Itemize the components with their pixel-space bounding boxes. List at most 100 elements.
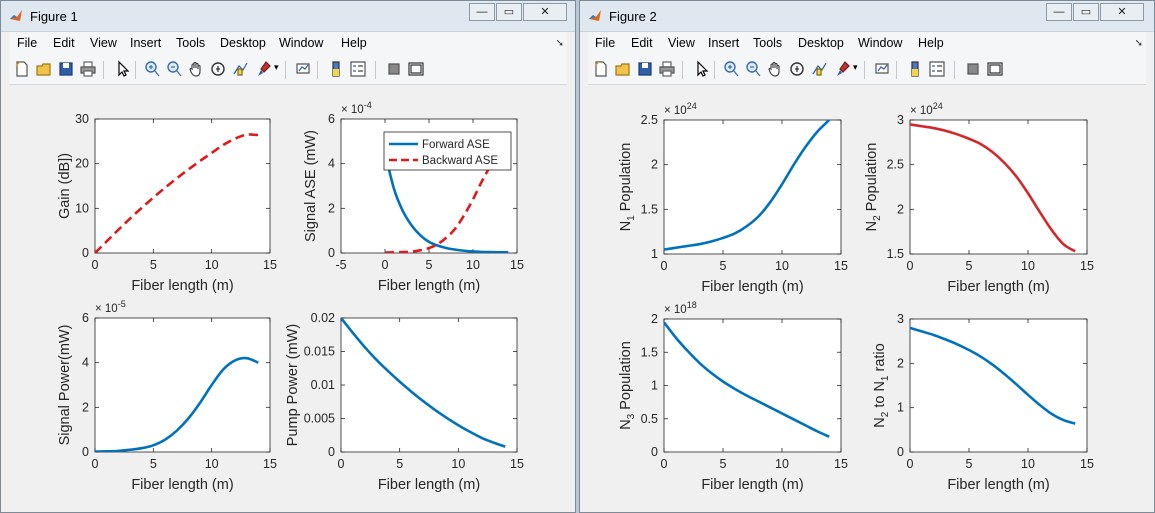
x-tick-label: 10 [205, 457, 219, 471]
rotate-3d-icon[interactable] [788, 60, 806, 78]
y-tick-label: 2 [651, 158, 658, 172]
menu-file[interactable]: File [595, 36, 616, 50]
axes[interactable]: 0 5 10 15 1.5 2 2.5 3 × 1024 Fiber length (m) N2 P… [864, 101, 1094, 295]
y-tick-label: 4 [328, 157, 335, 171]
title-bar[interactable]: Figure 1 — ▭ ✕ [1, 1, 575, 32]
menu-insert[interactable]: Insert [130, 36, 162, 50]
series-line [910, 123, 1076, 253]
menu-insert[interactable]: Insert [708, 36, 740, 50]
close-button[interactable]: ✕ [1100, 3, 1144, 21]
x-tick-label: -5 [335, 258, 346, 272]
axes-frame [94, 317, 271, 453]
axis-exponent-label: × 10-4 [341, 100, 372, 116]
axis-exponent-label: × 1018 [664, 300, 697, 316]
axis-exponent-label: × 10-5 [95, 299, 126, 315]
menu-file[interactable]: File [17, 36, 38, 50]
open-file-icon[interactable] [35, 60, 53, 78]
y-axis-label: N3 Population [618, 341, 637, 430]
y-tick-label: 0 [82, 445, 89, 459]
menu-window[interactable]: Window [279, 36, 324, 50]
minimize-button[interactable]: — [469, 3, 495, 21]
axes[interactable]: 0 5 10 15 0 2 4 6 × 10-5 Fiber length (m) Signal P… [57, 299, 277, 493]
legend-icon[interactable] [349, 60, 367, 78]
minimize-button[interactable]: — [1046, 3, 1072, 21]
axes[interactable]: 0 5 10 15 1 1.5 2 2.5 × 1024 Fiber length (m) N1 P… [618, 101, 848, 295]
menu-bar: File Edit View Insert Tools Desktop Wind… [588, 32, 1146, 56]
x-tick-label: 10 [1021, 457, 1035, 471]
menu-help[interactable]: Help [918, 36, 944, 50]
show-plot-tools-icon[interactable] [986, 60, 1004, 78]
show-plot-tools-icon[interactable] [407, 60, 425, 78]
pan-icon[interactable] [766, 60, 784, 78]
menu-dock-arrow-icon[interactable]: ➘ [555, 38, 564, 49]
legend-icon[interactable] [928, 60, 946, 78]
colorbar-icon[interactable] [327, 60, 345, 78]
x-tick-label: 10 [775, 259, 789, 273]
menu-help[interactable]: Help [341, 36, 367, 50]
menu-desktop[interactable]: Desktop [798, 36, 844, 50]
axes[interactable]: 0 5 10 15 0 1 2 3 Fiber length (m) N2 to N1 ratio [872, 312, 1094, 493]
x-axis-label: Fiber length (m) [701, 279, 803, 295]
link-plot-icon[interactable] [874, 60, 892, 78]
y-tick-label: 2 [897, 356, 904, 370]
zoom-in-icon[interactable] [143, 60, 161, 78]
link-plot-icon[interactable] [295, 60, 313, 78]
title-bar[interactable]: Figure 2 — ▭ ✕ [580, 1, 1154, 32]
rotate-3d-icon[interactable] [209, 60, 227, 78]
menu-edit[interactable]: Edit [631, 36, 653, 50]
zoom-out-icon[interactable] [165, 60, 183, 78]
print-icon[interactable] [658, 60, 676, 78]
restore-button[interactable]: ▭ [1073, 3, 1099, 21]
brush-dropdown-icon[interactable]: ▾ [853, 62, 858, 72]
legend[interactable]: Forward ASE Backward ASE [383, 131, 512, 171]
y-tick-label: 0 [328, 246, 335, 260]
menu-dock-arrow-icon[interactable]: ➘ [1134, 38, 1143, 49]
colorbar-icon[interactable] [906, 60, 924, 78]
hide-plot-tools-icon[interactable] [385, 60, 403, 78]
menu-tools[interactable]: Tools [753, 36, 783, 50]
save-icon[interactable] [57, 60, 75, 78]
pan-icon[interactable] [187, 60, 205, 78]
series-line [664, 321, 830, 438]
x-tick-label: 15 [1080, 259, 1094, 273]
brush-icon[interactable] [255, 60, 273, 78]
y-axis-label: Gain (dB]) [57, 153, 73, 219]
pointer-icon[interactable] [692, 60, 710, 78]
axes[interactable]: 0 5 10 15 0 0.005 0.01 0.015 0.02 Fiber length (m… [285, 311, 524, 493]
restore-button[interactable]: ▭ [496, 3, 522, 21]
y-tick-label: 30 [75, 112, 89, 126]
data-cursor-icon[interactable] [810, 60, 828, 78]
menu-tools[interactable]: Tools [176, 36, 206, 50]
menu-view[interactable]: View [90, 36, 117, 50]
hide-plot-tools-icon[interactable] [964, 60, 982, 78]
zoom-in-icon[interactable] [722, 60, 740, 78]
figure-toolbar: ▾ [588, 56, 1146, 85]
menu-window[interactable]: Window [858, 36, 903, 50]
brush-dropdown-icon[interactable]: ▾ [274, 62, 279, 72]
x-tick-label: 15 [834, 457, 848, 471]
toolbar-separator [135, 61, 136, 79]
menu-edit[interactable]: Edit [53, 36, 75, 50]
open-file-icon[interactable] [614, 60, 632, 78]
save-icon[interactable] [636, 60, 654, 78]
menu-view[interactable]: View [668, 36, 695, 50]
pointer-icon[interactable] [113, 60, 131, 78]
menu-desktop[interactable]: Desktop [220, 36, 266, 50]
axes[interactable]: 0 5 10 15 0 0.5 1 1.5 2 × 1018 Fiber length (m) N3 … [618, 300, 848, 493]
close-button[interactable]: ✕ [523, 3, 567, 21]
figure-2-window: Figure 2 — ▭ ✕ File Edit View Insert Too… [579, 0, 1155, 513]
axes[interactable]: 0 5 10 15 0 10 20 30 Fiber length (m) Gain (dB]) [57, 112, 277, 294]
x-tick-label: 15 [510, 457, 524, 471]
y-axis-label: Pump Power (mW) [285, 324, 301, 446]
legend-box [383, 131, 512, 171]
new-figure-icon[interactable] [592, 60, 610, 78]
print-icon[interactable] [79, 60, 97, 78]
x-tick-label: 0 [92, 258, 99, 272]
data-cursor-icon[interactable] [231, 60, 249, 78]
zoom-out-icon[interactable] [744, 60, 762, 78]
y-tick-label: 0.005 [304, 412, 335, 426]
new-figure-icon[interactable] [13, 60, 31, 78]
toolbar-separator [317, 61, 318, 79]
brush-icon[interactable] [834, 60, 852, 78]
